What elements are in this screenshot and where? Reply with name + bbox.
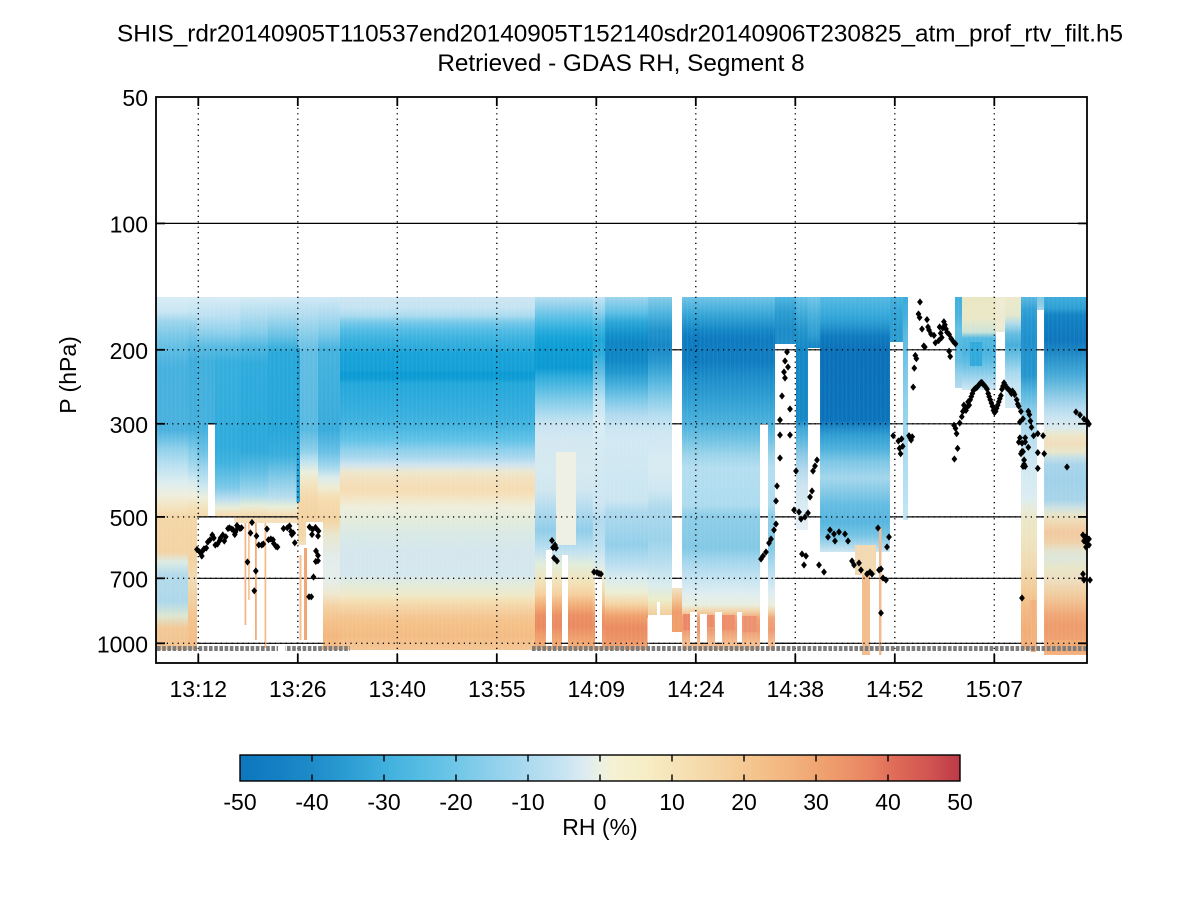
svg-text:13:26: 13:26 bbox=[269, 676, 327, 702]
svg-text:Retrieved - GDAS RH, Segment 8: Retrieved - GDAS RH, Segment 8 bbox=[437, 50, 804, 77]
svg-text:-20: -20 bbox=[439, 789, 472, 815]
svg-text:100: 100 bbox=[110, 211, 148, 237]
svg-text:RH (%): RH (%) bbox=[562, 814, 637, 840]
svg-text:30: 30 bbox=[803, 789, 829, 815]
svg-text:14:24: 14:24 bbox=[667, 676, 725, 702]
svg-text:10: 10 bbox=[659, 789, 685, 815]
svg-text:13:40: 13:40 bbox=[369, 676, 427, 702]
svg-text:14:38: 14:38 bbox=[767, 676, 825, 702]
svg-text:-40: -40 bbox=[295, 789, 328, 815]
svg-text:0: 0 bbox=[594, 789, 607, 815]
svg-text:P (hPa): P (hPa) bbox=[55, 336, 81, 414]
svg-text:300: 300 bbox=[110, 412, 148, 438]
svg-text:700: 700 bbox=[110, 566, 148, 592]
svg-text:20: 20 bbox=[731, 789, 757, 815]
svg-text:13:55: 13:55 bbox=[468, 676, 526, 702]
svg-text:-10: -10 bbox=[511, 789, 544, 815]
svg-text:13:12: 13:12 bbox=[170, 676, 228, 702]
svg-text:50: 50 bbox=[947, 789, 973, 815]
svg-text:15:07: 15:07 bbox=[966, 676, 1024, 702]
svg-text:40: 40 bbox=[875, 789, 901, 815]
svg-text:200: 200 bbox=[110, 338, 148, 364]
svg-text:-30: -30 bbox=[367, 789, 400, 815]
svg-text:-50: -50 bbox=[223, 789, 256, 815]
svg-text:14:52: 14:52 bbox=[866, 676, 924, 702]
svg-text:1000: 1000 bbox=[97, 631, 148, 657]
svg-text:14:09: 14:09 bbox=[568, 676, 626, 702]
svg-text:SHIS_rdr20140905T110537end2014: SHIS_rdr20140905T110537end20140905T15214… bbox=[117, 21, 1123, 48]
svg-text:50: 50 bbox=[122, 85, 148, 111]
svg-text:500: 500 bbox=[110, 505, 148, 531]
